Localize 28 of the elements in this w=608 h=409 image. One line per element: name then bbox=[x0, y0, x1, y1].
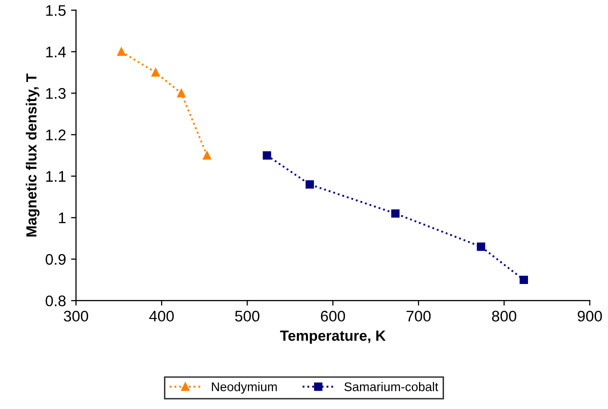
x-tick-label: 800 bbox=[492, 310, 516, 322]
x-tick-label: 400 bbox=[149, 310, 174, 322]
x-tick-label: 300 bbox=[64, 310, 88, 322]
x-tick-label: 600 bbox=[320, 310, 346, 322]
point bbox=[177, 89, 186, 98]
y-tick-label: 1.4 bbox=[46, 46, 66, 58]
point bbox=[262, 151, 272, 160]
x-tick-label: 500 bbox=[235, 310, 260, 322]
point bbox=[476, 242, 486, 251]
point bbox=[306, 180, 314, 189]
point bbox=[151, 68, 160, 77]
legend-label: Samarium-cobalt bbox=[344, 382, 438, 392]
y-axis-title: Magnetic flux density, T bbox=[26, 73, 40, 237]
y-tick-label: 1.1 bbox=[46, 171, 66, 182]
y-tick-label: 1.3 bbox=[46, 88, 66, 99]
x-axis-title: Temperature, K bbox=[280, 330, 386, 344]
legend-label: Neodymium bbox=[212, 382, 277, 394]
x-tick-label: 700 bbox=[406, 310, 431, 322]
point bbox=[520, 276, 528, 284]
x-tick-label: 900 bbox=[578, 310, 602, 322]
y-tick-label: 0.9 bbox=[46, 254, 66, 265]
point bbox=[202, 151, 212, 160]
y-tick-label: 1.5 bbox=[46, 5, 66, 16]
point bbox=[391, 209, 400, 218]
y-tick-label: 1 bbox=[58, 212, 66, 224]
point bbox=[117, 48, 126, 56]
y-tick-label: 1.2 bbox=[46, 130, 66, 140]
y-tick-label: 0.8 bbox=[46, 295, 66, 306]
